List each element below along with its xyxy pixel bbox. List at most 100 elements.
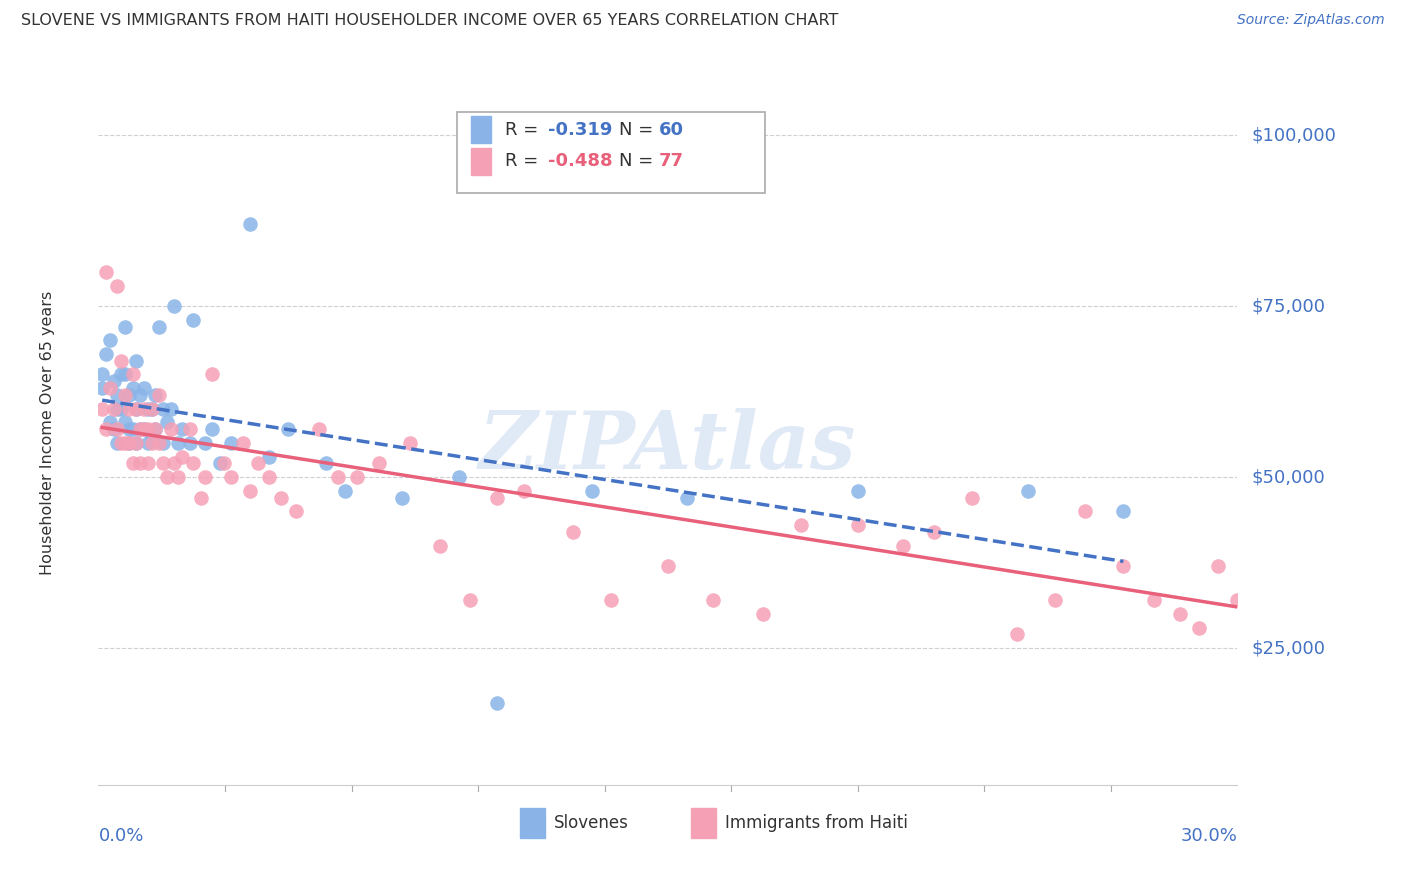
Point bbox=[148, 436, 170, 450]
Point bbox=[170, 450, 193, 464]
Point bbox=[125, 436, 148, 450]
Bar bbox=[690, 808, 716, 838]
Text: 0.0%: 0.0% bbox=[98, 827, 143, 846]
Point bbox=[121, 457, 143, 471]
Point bbox=[259, 470, 281, 484]
Point bbox=[600, 593, 623, 607]
Point bbox=[221, 436, 243, 450]
Text: Slovenes: Slovenes bbox=[554, 814, 628, 832]
Point bbox=[170, 422, 193, 436]
Point bbox=[125, 436, 148, 450]
Point bbox=[136, 457, 159, 471]
Point bbox=[846, 483, 869, 498]
Point bbox=[132, 401, 155, 416]
Point bbox=[118, 422, 141, 436]
Text: N =: N = bbox=[619, 153, 659, 170]
Point bbox=[581, 483, 603, 498]
Text: $50,000: $50,000 bbox=[1251, 468, 1324, 486]
Point bbox=[486, 696, 509, 710]
Point bbox=[129, 422, 152, 436]
Point bbox=[91, 381, 114, 395]
Point bbox=[136, 422, 159, 436]
Point bbox=[129, 457, 152, 471]
Text: Immigrants from Haiti: Immigrants from Haiti bbox=[725, 814, 908, 832]
Point bbox=[1112, 504, 1135, 518]
Point bbox=[163, 299, 186, 313]
Point bbox=[183, 457, 205, 471]
Point bbox=[98, 381, 121, 395]
Point bbox=[114, 436, 136, 450]
Bar bbox=[471, 148, 491, 175]
Point bbox=[846, 518, 869, 533]
Point bbox=[315, 457, 337, 471]
Point bbox=[141, 429, 163, 443]
Point bbox=[277, 422, 299, 436]
Text: 30.0%: 30.0% bbox=[1181, 827, 1237, 846]
Point bbox=[148, 388, 170, 402]
Point bbox=[1143, 593, 1166, 607]
Point bbox=[449, 470, 471, 484]
Point bbox=[702, 593, 724, 607]
Text: $100,000: $100,000 bbox=[1251, 126, 1336, 144]
Point bbox=[657, 559, 679, 574]
Point bbox=[159, 401, 181, 416]
Point bbox=[145, 422, 167, 436]
Text: -0.319: -0.319 bbox=[548, 120, 613, 138]
Point bbox=[141, 436, 163, 450]
Point bbox=[152, 401, 174, 416]
Point bbox=[270, 491, 292, 505]
Point bbox=[486, 491, 509, 505]
Point bbox=[125, 401, 148, 416]
Point bbox=[239, 483, 262, 498]
Text: N =: N = bbox=[619, 120, 659, 138]
Point bbox=[212, 457, 235, 471]
Text: -0.488: -0.488 bbox=[548, 153, 613, 170]
Text: $75,000: $75,000 bbox=[1251, 297, 1326, 315]
Point bbox=[91, 368, 114, 382]
Point bbox=[1018, 483, 1040, 498]
Point bbox=[1188, 621, 1211, 635]
Bar bbox=[471, 116, 491, 143]
Point bbox=[429, 539, 451, 553]
Point bbox=[891, 539, 914, 553]
Point bbox=[246, 457, 269, 471]
Point bbox=[121, 368, 143, 382]
Point bbox=[208, 457, 231, 471]
Point bbox=[114, 368, 136, 382]
Text: R =: R = bbox=[505, 120, 544, 138]
Point bbox=[145, 422, 167, 436]
Point bbox=[132, 381, 155, 395]
Point bbox=[163, 457, 186, 471]
Point bbox=[676, 491, 699, 505]
Point bbox=[1257, 573, 1279, 587]
Point bbox=[114, 319, 136, 334]
Point bbox=[308, 422, 330, 436]
Point bbox=[201, 368, 224, 382]
Point bbox=[129, 388, 152, 402]
Point bbox=[141, 401, 163, 416]
Point bbox=[152, 457, 174, 471]
Bar bbox=[520, 808, 546, 838]
Point bbox=[98, 333, 121, 347]
Point bbox=[922, 524, 945, 539]
Point bbox=[107, 436, 129, 450]
Point bbox=[118, 436, 141, 450]
Point bbox=[460, 593, 482, 607]
Point bbox=[239, 217, 262, 231]
Point bbox=[136, 436, 159, 450]
Point bbox=[1074, 504, 1097, 518]
Point bbox=[94, 265, 117, 279]
Point bbox=[201, 422, 224, 436]
Point bbox=[110, 436, 132, 450]
Text: Source: ZipAtlas.com: Source: ZipAtlas.com bbox=[1237, 13, 1385, 28]
Point bbox=[110, 353, 132, 368]
Point bbox=[132, 422, 155, 436]
Point bbox=[391, 491, 413, 505]
Text: SLOVENE VS IMMIGRANTS FROM HAITI HOUSEHOLDER INCOME OVER 65 YEARS CORRELATION CH: SLOVENE VS IMMIGRANTS FROM HAITI HOUSEHO… bbox=[21, 13, 838, 29]
Point bbox=[194, 470, 217, 484]
Point bbox=[284, 504, 307, 518]
Point bbox=[1208, 559, 1230, 574]
Point bbox=[107, 422, 129, 436]
Point bbox=[148, 319, 170, 334]
Text: R =: R = bbox=[505, 153, 544, 170]
